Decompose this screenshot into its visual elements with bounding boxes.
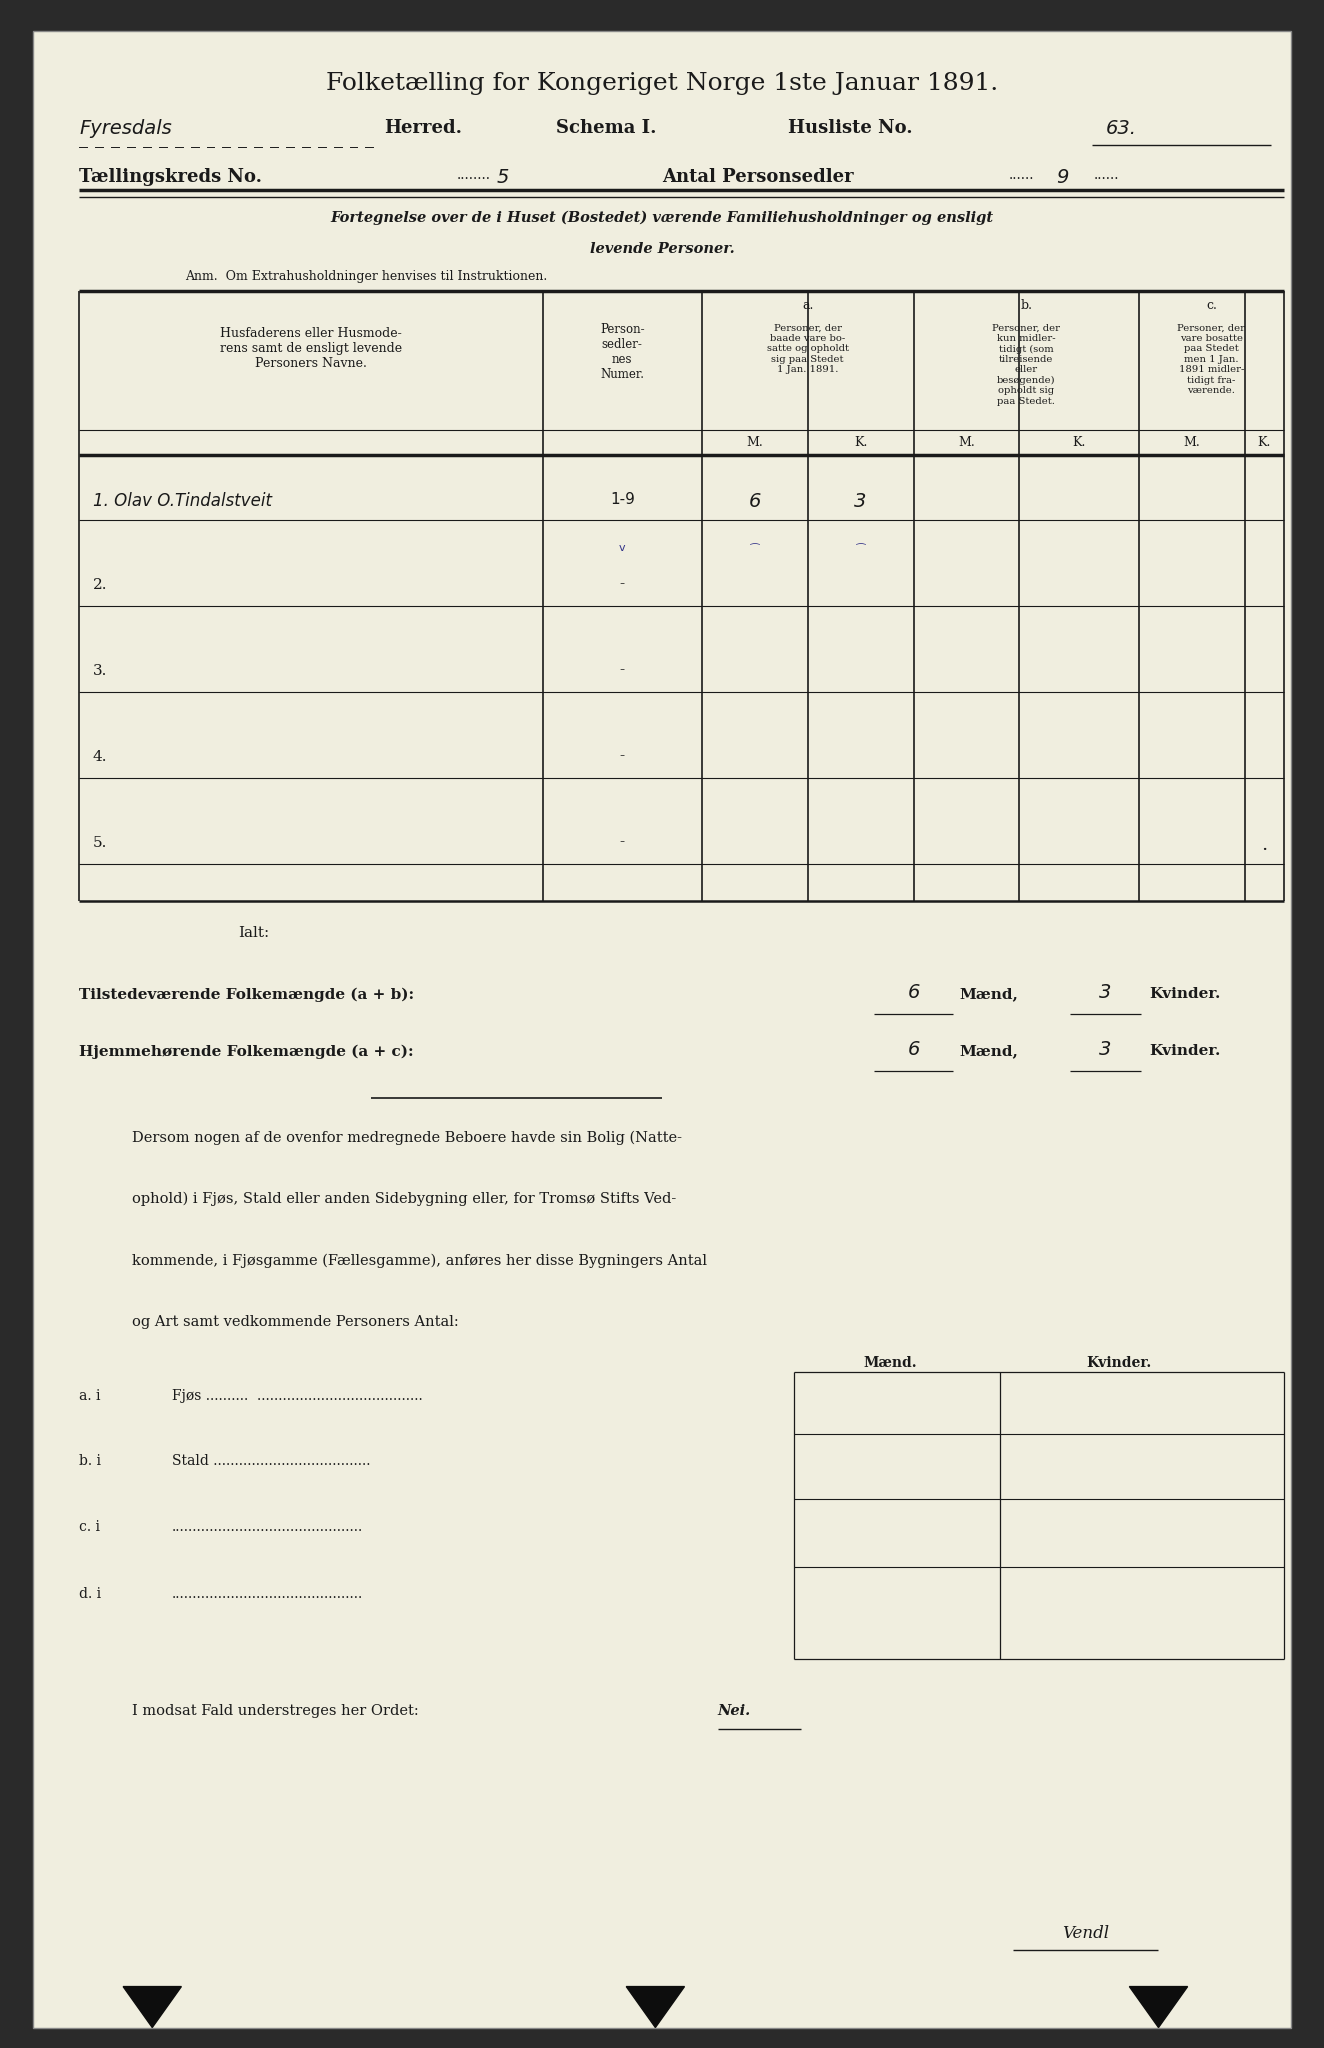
Text: Fyresdals: Fyresdals: [79, 119, 172, 137]
Text: levende Personer.: levende Personer.: [589, 242, 735, 256]
Text: Fjøs ..........  .......................................: Fjøs .......... ........................…: [172, 1389, 422, 1403]
Text: Schema I.: Schema I.: [556, 119, 657, 137]
Text: Fortegnelse over de i Huset (Bostedet) værende Familiehusholdninger og ensligt: Fortegnelse over de i Huset (Bostedet) v…: [331, 211, 993, 225]
Text: Stald .....................................: Stald ..................................…: [172, 1454, 371, 1468]
Text: I modsat Fald understreges her Ordet:: I modsat Fald understreges her Ordet:: [132, 1704, 424, 1718]
Text: a.: a.: [802, 299, 813, 311]
Text: 4.: 4.: [93, 750, 107, 764]
Text: 5.: 5.: [93, 836, 107, 850]
Text: Husfaderens eller Husmode-
rens samt de ensligt levende
Personers Navne.: Husfaderens eller Husmode- rens samt de …: [220, 328, 402, 369]
Text: K.: K.: [1258, 436, 1271, 449]
Text: Husliste No.: Husliste No.: [788, 119, 912, 137]
Text: M.: M.: [959, 436, 974, 449]
Text: Mænd,: Mænd,: [960, 1044, 1018, 1059]
Text: b. i: b. i: [79, 1454, 102, 1468]
Text: -: -: [620, 578, 625, 592]
Text: 3: 3: [1099, 1040, 1112, 1059]
Text: -: -: [620, 750, 625, 764]
Text: Herred.: Herred.: [384, 119, 462, 137]
Text: kommende, i Fjøsgamme (Fællesgamme), anføres her disse Bygningers Antal: kommende, i Fjøsgamme (Fællesgamme), anf…: [132, 1253, 707, 1268]
Text: 63.: 63.: [1106, 119, 1136, 137]
Text: c.: c.: [1206, 299, 1217, 311]
Text: 6: 6: [907, 1040, 920, 1059]
Text: 3: 3: [1099, 983, 1112, 1001]
Text: Tilstedeværende Folkemængde (a + b):: Tilstedeværende Folkemængde (a + b):: [79, 987, 414, 1001]
Text: 6: 6: [907, 983, 920, 1001]
Text: 2.: 2.: [93, 578, 107, 592]
Text: K.: K.: [854, 436, 867, 449]
Text: Antal Personsedler: Antal Personsedler: [662, 168, 854, 186]
Text: 6: 6: [748, 492, 761, 510]
Text: b.: b.: [1019, 299, 1033, 311]
Text: Ialt:: Ialt:: [238, 926, 270, 940]
Text: 1. Olav O.Tindalstveit: 1. Olav O.Tindalstveit: [93, 492, 271, 510]
Text: v: v: [618, 543, 626, 553]
Text: Kvinder.: Kvinder.: [1149, 1044, 1221, 1059]
Text: ......: ......: [1094, 168, 1119, 182]
Text: -: -: [620, 836, 625, 850]
Text: a. i: a. i: [79, 1389, 101, 1403]
FancyBboxPatch shape: [33, 31, 1291, 2028]
Polygon shape: [123, 1987, 181, 2028]
Text: c. i: c. i: [79, 1520, 101, 1534]
Text: og Art samt vedkommende Personers Antal:: og Art samt vedkommende Personers Antal:: [132, 1315, 459, 1329]
Text: Hjemmehørende Folkemængde (a + c):: Hjemmehørende Folkemængde (a + c):: [79, 1044, 414, 1059]
Text: Anm.  Om Extrahusholdninger henvises til Instruktionen.: Anm. Om Extrahusholdninger henvises til …: [185, 270, 548, 283]
Text: Nei.: Nei.: [718, 1704, 751, 1718]
Text: 9: 9: [1057, 168, 1068, 186]
Text: -: -: [620, 664, 625, 678]
Text: Personer, der
vare bosatte
paa Stedet
men 1 Jan.
1891 midler-
tidigt fra-
værend: Personer, der vare bosatte paa Stedet me…: [1177, 324, 1246, 395]
Text: Dersom nogen af de ovenfor medregnede Beboere havde sin Bolig (Natte-: Dersom nogen af de ovenfor medregnede Be…: [132, 1130, 682, 1145]
Text: .: .: [1262, 836, 1267, 854]
Text: .............................................: ........................................…: [172, 1587, 363, 1602]
Text: 1-9: 1-9: [610, 492, 634, 506]
Text: Tællingskreds No.: Tællingskreds No.: [79, 168, 262, 186]
Text: Kvinder.: Kvinder.: [1086, 1356, 1152, 1370]
Text: 3: 3: [854, 492, 867, 510]
Text: Kvinder.: Kvinder.: [1149, 987, 1221, 1001]
Polygon shape: [1129, 1987, 1188, 2028]
Text: .............................................: ........................................…: [172, 1520, 363, 1534]
Text: M.: M.: [747, 436, 763, 449]
Text: M.: M.: [1184, 436, 1200, 449]
Text: ......: ......: [1009, 168, 1034, 182]
Text: Mænd,: Mænd,: [960, 987, 1018, 1001]
Text: Person-
sedler-
nes
Numer.: Person- sedler- nes Numer.: [600, 324, 645, 381]
Text: 3.: 3.: [93, 664, 107, 678]
Text: Folketælling for Kongeriget Norge 1ste Januar 1891.: Folketælling for Kongeriget Norge 1ste J…: [326, 72, 998, 94]
Polygon shape: [626, 1987, 685, 2028]
Text: 5: 5: [496, 168, 508, 186]
Text: Personer, der
baade vare bo-
satte og opholdt
sig paa Stedet
1 Jan. 1891.: Personer, der baade vare bo- satte og op…: [767, 324, 849, 375]
Text: Mænd.: Mænd.: [863, 1356, 916, 1370]
Text: ........: ........: [457, 168, 491, 182]
Text: K.: K.: [1072, 436, 1086, 449]
Text: ophold) i Fjøs, Stald eller anden Sidebygning eller, for Tromsø Stifts Ved-: ophold) i Fjøs, Stald eller anden Sideby…: [132, 1192, 677, 1206]
Text: Personer, der
kun midler-
tidigt (som
tilreisende
eller
besøgende)
opholdt sig
p: Personer, der kun midler- tidigt (som ti…: [992, 324, 1061, 406]
Text: Vendl: Vendl: [1062, 1925, 1110, 1942]
Text: d. i: d. i: [79, 1587, 102, 1602]
